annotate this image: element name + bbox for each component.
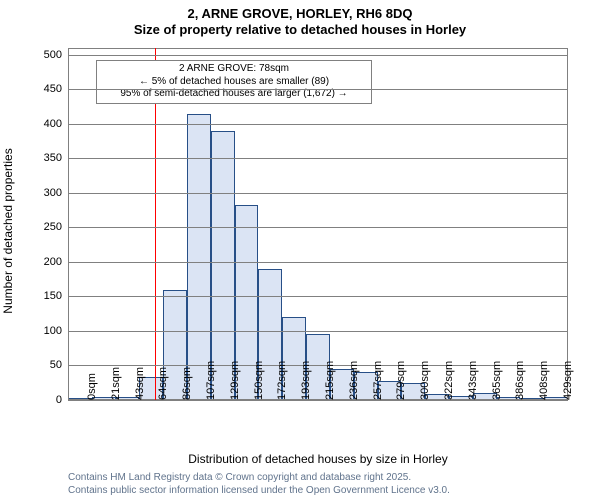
- x-tick-label: 150sqm: [247, 361, 265, 400]
- footer-line-1: Contains HM Land Registry data © Crown c…: [68, 472, 450, 485]
- x-tick-label: 236sqm: [342, 361, 360, 400]
- y-tick-label: 250: [44, 221, 68, 233]
- y-tick-label: 400: [44, 118, 68, 130]
- x-tick-label: 64sqm: [151, 367, 169, 400]
- y-tick-label: 350: [44, 152, 68, 164]
- y-tick-label: 50: [50, 359, 68, 371]
- x-tick-label: 300sqm: [413, 361, 431, 400]
- title-line-2: Size of property relative to detached ho…: [0, 22, 600, 38]
- x-tick-label: 129sqm: [223, 361, 241, 400]
- annotation-box: 2 ARNE GROVE: 78sqm ← 5% of detached hou…: [96, 60, 372, 104]
- gridline-y: [68, 296, 568, 297]
- y-tick-label: 150: [44, 290, 68, 302]
- x-tick-label: 193sqm: [294, 361, 312, 400]
- y-tick-label: 0: [56, 394, 68, 406]
- gridline-y: [68, 124, 568, 125]
- x-tick-label: 408sqm: [532, 361, 550, 400]
- x-tick-label: 279sqm: [389, 361, 407, 400]
- y-tick-label: 500: [44, 49, 68, 61]
- gridline-y: [68, 227, 568, 228]
- footer-attribution: Contains HM Land Registry data © Crown c…: [68, 472, 450, 497]
- x-tick-label: 386sqm: [508, 361, 526, 400]
- y-tick-label: 300: [44, 187, 68, 199]
- gridline-y: [68, 193, 568, 194]
- gridline-y: [68, 158, 568, 159]
- gridline-y: [68, 262, 568, 263]
- plot-area: 2 ARNE GROVE: 78sqm ← 5% of detached hou…: [68, 48, 568, 400]
- title-line-1: 2, ARNE GROVE, HORLEY, RH6 8DQ: [0, 6, 600, 22]
- y-axis-label: Number of detached properties: [1, 55, 15, 407]
- x-tick-label: 215sqm: [318, 361, 336, 400]
- annotation-line-2: ← 5% of detached houses are smaller (89): [101, 76, 367, 89]
- x-tick-label: 365sqm: [485, 361, 503, 400]
- y-tick-label: 450: [44, 83, 68, 95]
- chart-title: 2, ARNE GROVE, HORLEY, RH6 8DQ Size of p…: [0, 6, 600, 39]
- x-tick-label: 172sqm: [270, 361, 288, 400]
- gridline-y: [68, 331, 568, 332]
- x-tick-label: 322sqm: [437, 361, 455, 400]
- gridline-y: [68, 400, 568, 401]
- x-axis-label: Distribution of detached houses by size …: [68, 452, 568, 466]
- annotation-line-1: 2 ARNE GROVE: 78sqm: [101, 63, 367, 76]
- x-tick-label: 343sqm: [461, 361, 479, 400]
- x-tick-label: 257sqm: [366, 361, 384, 400]
- gridline-y: [68, 89, 568, 90]
- y-tick-label: 100: [44, 325, 68, 337]
- x-tick-label: 107sqm: [199, 361, 217, 400]
- x-tick-label: 21sqm: [104, 367, 122, 400]
- x-tick-label: 86sqm: [175, 367, 193, 400]
- gridline-y: [68, 55, 568, 56]
- footer-line-2: Contains public sector information licen…: [68, 485, 450, 498]
- x-tick-label: 43sqm: [128, 367, 146, 400]
- y-tick-label: 200: [44, 256, 68, 268]
- x-tick-label: 429sqm: [556, 361, 574, 400]
- x-tick-label: 0sqm: [80, 373, 98, 400]
